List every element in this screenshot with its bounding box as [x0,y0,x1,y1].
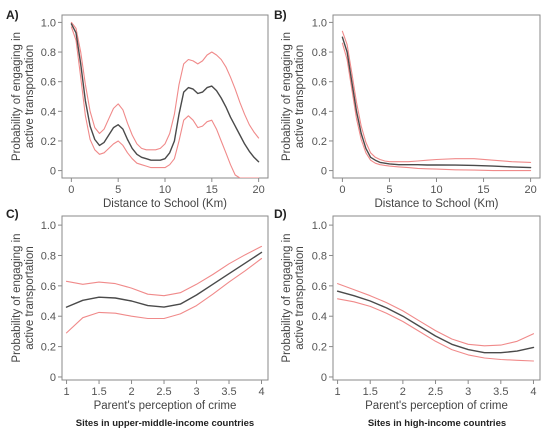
y-tick-label: 0 [321,166,327,178]
x-tick-label: 15 [477,184,489,196]
x-tick-label: 4 [530,386,536,398]
y-tick-label: 0.8 [312,47,327,59]
x-tick-label: 0 [339,184,345,196]
x-tick-label: 3 [193,386,199,398]
y-tick-label: 0 [50,166,56,178]
panel-4: D) 0 0.2 0.4 0.6 0.8 1.0 1 1.5 2 2.5 3 3.5 4 Parent's … [274,207,541,429]
x-tick-label: 3.5 [221,386,236,398]
y-axis-title-line: active transportation [24,246,36,350]
x-tick-label: 5 [115,184,121,196]
ci-upper-curve [341,30,532,163]
ci-lower-curve [341,42,532,172]
y-tick-label: 1.0 [41,220,56,232]
y-tick-label: 1.0 [312,220,327,232]
y-tick-label: 0.4 [41,106,56,118]
panel-label: C) [6,207,19,221]
x-tick-label: 20 [524,184,536,196]
plot-frame [61,215,269,381]
panel-caption: Sites in upper-middle-income countries [76,418,254,429]
y-tick-label: 0.6 [312,281,327,293]
y-tick-label: 0 [321,372,327,384]
y-tick-label: 1.0 [312,17,327,29]
x-tick-label: 3.5 [493,386,508,398]
y-tick-label: 0.6 [41,281,56,293]
probability-curve [70,23,260,163]
y-axis-title-line: Probability of engaging in [281,233,293,362]
y-tick-label: 0.2 [41,342,56,354]
plot-frame [61,14,269,179]
y-tick-label: 0 [50,372,56,384]
y-tick-label: 0.2 [312,136,327,148]
x-axis-title: Parent's perception of crime [94,400,237,412]
x-tick-label: 4 [258,386,264,398]
x-axis-title: Distance to School (Km) [375,198,499,210]
x-tick-label: 3 [465,386,471,398]
x-tick-label: 10 [159,184,171,196]
y-tick-label: 0.4 [41,311,56,323]
y-axis-title: Probability of engaging inactive transpo… [281,233,306,362]
y-axis-title-line: Probability of engaging in [11,233,23,362]
y-tick-label: 0.8 [41,250,56,262]
y-tick-label: 0.6 [312,77,327,89]
ci-upper-curve [65,245,263,297]
x-axis-title: Parent's perception of crime [365,400,508,412]
x-tick-label: 1 [335,386,341,398]
y-axis-title-line: active transportation [294,246,306,350]
x-tick-label: 15 [206,184,218,196]
panel-label: B) [274,8,287,22]
y-axis-title-line: active transportation [24,45,36,149]
ci-lower-curve [337,298,535,362]
y-tick-label: 1.0 [41,17,56,29]
probability-curve [65,251,263,308]
panel-caption: Sites in high-income countries [368,418,506,429]
y-tick-label: 0.8 [41,47,56,59]
panel-1: A) 0 0.2 0.4 0.6 0.8 1.0 0 5 10 15 20 Distance to Sc… [6,8,269,210]
plot-frame [332,215,541,381]
panel-label: A) [6,8,19,22]
y-tick-label: 0.2 [312,342,327,354]
x-tick-label: 1.5 [363,386,378,398]
y-axis-title-line: active transportation [294,45,306,149]
panel-3: C) 0 0.2 0.4 0.6 0.8 1.0 1 1.5 2 2.5 3 3.5 4 Parent's … [6,207,269,429]
x-axis-title: Distance to School (Km) [103,198,227,210]
probability-curve [341,36,532,169]
x-tick-label: 1 [63,386,69,398]
ci-upper-curve [70,21,260,151]
plot-frame [332,14,541,179]
ci-lower-curve [70,26,260,178]
x-tick-label: 0 [68,184,74,196]
y-tick-label: 0.4 [312,311,327,323]
y-axis-title: Probability of engaging inactive transpo… [281,32,306,161]
y-axis-title-line: Probability of engaging in [11,32,23,161]
probability-curve [336,290,535,354]
x-tick-label: 5 [386,184,392,196]
ci-lower-curve [65,257,263,334]
y-axis-title-line: Probability of engaging in [281,32,293,161]
y-tick-label: 0.6 [41,77,56,89]
x-tick-label: 2.5 [156,386,171,398]
panel-2: B) 0 0.2 0.4 0.6 0.8 1.0 0 5 10 15 20 Distance to Sc… [274,8,541,210]
x-tick-label: 2 [128,386,134,398]
x-tick-label: 20 [253,184,265,196]
y-axis-title: Probability of engaging inactive transpo… [11,32,36,161]
x-tick-label: 2 [400,386,406,398]
y-tick-label: 0.8 [312,250,327,262]
x-tick-label: 10 [430,184,442,196]
x-tick-label: 1.5 [91,386,106,398]
y-tick-label: 0.2 [41,136,56,148]
ci-upper-curve [337,283,535,347]
panel-label: D) [274,207,287,221]
y-axis-title: Probability of engaging inactive transpo… [11,233,36,362]
y-tick-label: 0.4 [312,106,327,118]
x-tick-label: 2.5 [428,386,443,398]
